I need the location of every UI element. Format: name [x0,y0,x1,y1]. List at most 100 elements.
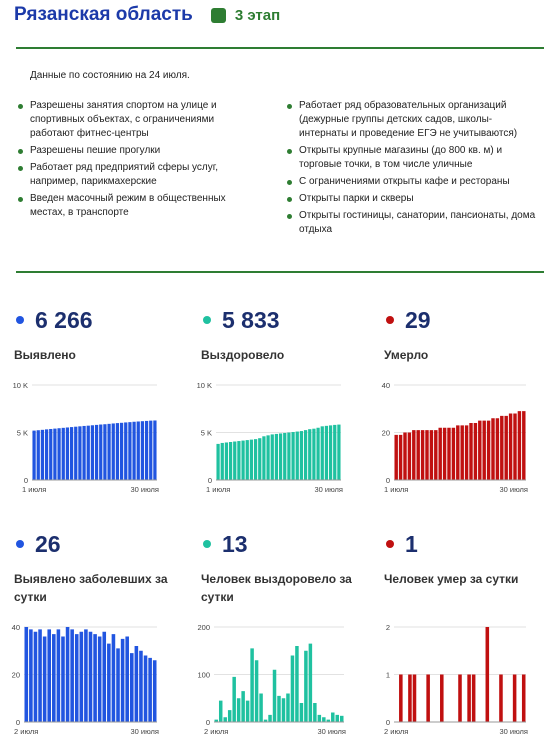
bar [295,646,299,722]
bar [326,719,331,722]
bar [420,430,425,480]
x-tick-label: 1 июля [384,485,408,494]
bar [132,421,136,480]
bar [469,423,473,480]
y-tick-label: 20 [12,671,20,680]
y-tick-label: 0 [16,718,20,727]
stat-panel-recovered: 5 833 Выздоровело [201,306,371,364]
list-item: С ограничениями открыты кафе и рестораны [287,175,537,189]
bar [32,430,36,480]
x-tick-label: 30 июля [314,485,343,494]
bar [29,629,33,722]
bar [70,629,74,722]
bar [82,425,86,480]
bar [317,714,322,722]
bar [44,429,49,480]
bar [412,430,416,480]
divider-top [16,47,544,49]
bar [254,660,259,722]
y-tick-label: 0 [386,476,390,485]
bar [447,427,451,480]
bar [61,427,65,480]
stage-label: 3 этап [234,6,281,24]
bar [429,430,434,480]
bar [278,433,283,480]
x-tick-label: 30 июля [130,727,159,736]
bar [340,715,344,722]
bar [120,638,125,722]
stage-icon [210,7,226,23]
bar [299,431,304,480]
bar [399,674,403,722]
bar [237,441,241,480]
bar [144,420,149,480]
bar [259,693,263,722]
bar [416,430,420,480]
bar [223,717,227,722]
bar [268,714,272,722]
bar [320,426,324,480]
bar [308,643,313,722]
detected-dot-icon [16,316,24,324]
bar [482,420,486,480]
bar [408,674,412,722]
y-tick-label: 40 [382,381,390,390]
recovered-label: Выздоровело [201,348,285,362]
bar [500,415,504,480]
detected-label: Выявлено [14,348,76,362]
bar [412,674,417,722]
bar [460,425,464,480]
bar [313,703,317,722]
daily-deaths-value: 1 [405,530,418,557]
bar [107,423,111,480]
bar [103,424,107,480]
bar [504,415,508,480]
y-tick-label: 200 [197,623,210,632]
recovered-dot-icon [203,316,211,324]
chart-total-deaths: 0 20 40 1 июля 30 июля [382,381,528,494]
region-title: Рязанская область [14,4,193,25]
bar [90,425,95,480]
bar [227,710,232,722]
bar [152,660,157,722]
bar [316,427,320,480]
bar [295,431,299,480]
chart-daily-recovered: 0 100 200 2 июля 30 июля [197,623,346,736]
bar [245,440,249,480]
bar [228,442,233,480]
daily-deaths-label: Человек умер за сутки [384,572,519,586]
bar [467,674,471,722]
bar [303,430,308,480]
bar [220,442,224,480]
x-tick-label: 2 июля [204,727,228,736]
bar [136,421,140,480]
bar [442,427,447,480]
list-item: Открыты гостиницы, санатории, пансионаты… [287,209,537,237]
bar [65,627,70,722]
bar [97,636,102,722]
bar [134,646,139,722]
bar [337,424,341,480]
bar [86,425,90,480]
bar [456,425,460,480]
x-tick-label: 2 июля [384,727,408,736]
list-item: Работает ряд образовательных организаций… [287,99,537,141]
bar [94,424,99,480]
bar [290,655,295,722]
bar [149,420,153,480]
bar [111,634,116,722]
bar [308,429,312,480]
bar [512,674,517,722]
bar [116,648,120,722]
daily-recovered-value: 13 [222,530,248,557]
y-tick-label: 5 K [17,429,28,438]
restrictions-right-list: Работает ряд образовательных организаций… [287,99,537,240]
bar [233,441,237,480]
bar [266,435,270,480]
bar [281,698,286,722]
deaths-value: 29 [405,306,431,333]
bar [262,436,266,480]
bar [218,700,223,722]
bar [499,674,503,722]
detected-value: 6 266 [35,306,93,333]
